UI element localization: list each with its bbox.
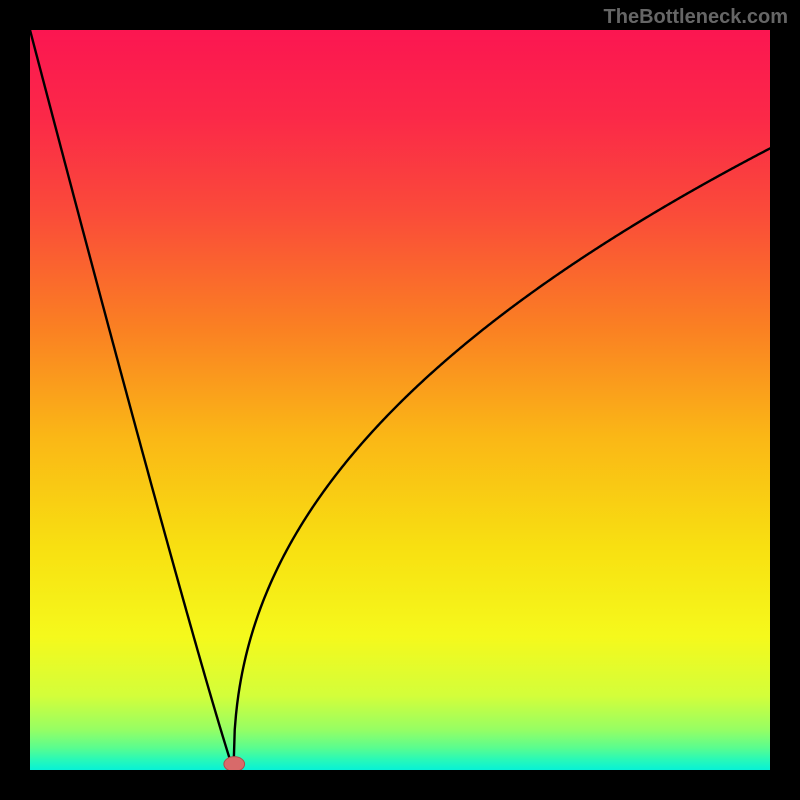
bottleneck-chart bbox=[30, 30, 770, 770]
chart-container: TheBottleneck.com bbox=[0, 0, 800, 800]
minimum-marker bbox=[224, 757, 245, 770]
chart-background bbox=[30, 30, 770, 770]
watermark-text: TheBottleneck.com bbox=[604, 6, 788, 29]
